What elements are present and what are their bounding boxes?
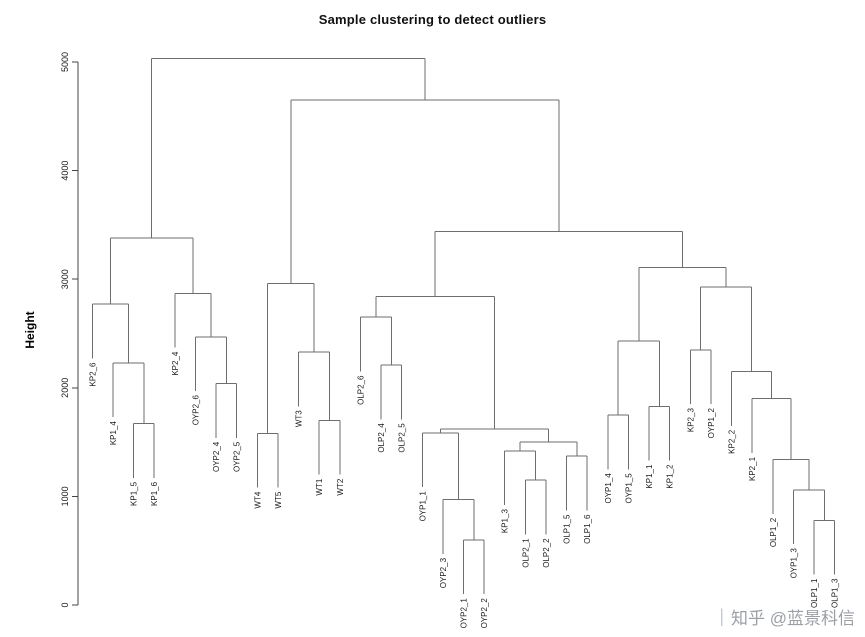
leaf-label: WT2	[336, 478, 345, 495]
leaf-label: WT1	[315, 478, 324, 495]
leaf-label: OLP1_3	[831, 578, 840, 608]
leaf-label: OYP2_2	[480, 598, 489, 629]
leaf-label: OYP2_3	[439, 557, 448, 588]
axis-tick-label: 5000	[60, 52, 70, 72]
leaf-label: WT5	[274, 491, 283, 508]
leaf-label: OLP1_1	[810, 578, 819, 608]
leaf-label: KP1_2	[666, 464, 675, 489]
leaf-label: OLP2_5	[398, 423, 407, 453]
leaf-label: KP1_3	[501, 509, 510, 534]
leaf-label: OYP2_4	[212, 441, 221, 472]
leaf-label: OLP2_1	[521, 538, 530, 568]
leaf-label: OYP2_6	[191, 395, 200, 426]
leaf-label: KP2_3	[686, 408, 695, 433]
watermark-divider: |	[719, 606, 725, 626]
leaf-label: OLP2_6	[356, 375, 365, 405]
chart-title: Sample clustering to detect outliers	[318, 12, 547, 27]
leaf-label: OYP1_4	[604, 473, 613, 504]
leaf-label: OYP1_3	[789, 548, 798, 579]
leaf-label: OLP1_2	[769, 517, 778, 547]
leaf-label: OYP2_1	[460, 598, 469, 629]
axis-tick-label: 0	[60, 602, 70, 607]
axis-tick-label: 3000	[60, 269, 70, 289]
axis-tick-label: 1000	[60, 486, 70, 506]
leaf-label: KP1_1	[645, 464, 654, 489]
leaf-label: OLP1_6	[583, 514, 592, 544]
axis-tick-label: 4000	[60, 161, 70, 181]
leaf-label: OYP1_1	[418, 491, 427, 522]
leaf-label: OLP2_2	[542, 538, 551, 568]
leaf-label: KP1_6	[150, 481, 159, 506]
leaf-label: OYP2_5	[233, 441, 242, 472]
leaf-label: WT3	[295, 410, 304, 427]
leaf-label: WT4	[253, 491, 262, 508]
leaf-label: KP2_1	[748, 456, 757, 481]
leaf-label: OYP1_2	[707, 408, 716, 439]
leaf-label: KP1_4	[109, 421, 118, 446]
leaf-label: OLP1_5	[563, 514, 572, 544]
watermark: | 知乎 @蓝景科信	[719, 604, 855, 629]
leaf-label: KP1_5	[130, 481, 139, 506]
leaf-label: KP2_4	[171, 351, 180, 376]
axis-tick-label: 2000	[60, 378, 70, 398]
leaf-label: OYP1_5	[624, 473, 633, 504]
leaf-label: KP2_2	[728, 429, 737, 454]
leaf-label: KP2_6	[88, 362, 97, 387]
watermark-text: 知乎 @蓝景科信	[731, 609, 855, 628]
leaf-label: OLP2_4	[377, 423, 386, 453]
